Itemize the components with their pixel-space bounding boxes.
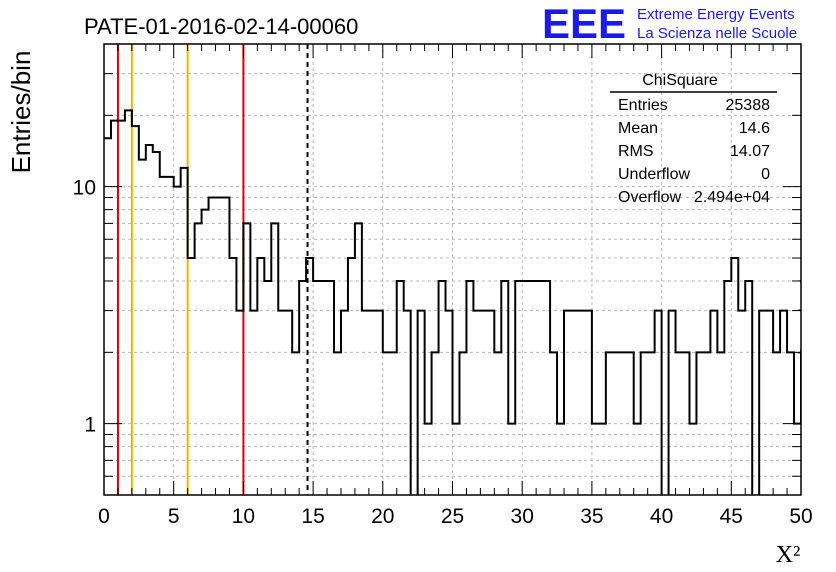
stats-label: Underflow	[618, 166, 690, 183]
tick-labels: 0 5 10 15 20 25 30 35 40 45 50 1 10	[73, 177, 813, 528]
x-tick-label: 40	[650, 505, 673, 528]
stats-label: Entries	[618, 97, 668, 114]
stats-value: 14.6	[739, 120, 770, 137]
histogram-line	[104, 109, 801, 495]
stats-value: 25388	[726, 97, 771, 114]
x-tick-label: 45	[720, 505, 743, 528]
stats-row: Underflow 0	[618, 166, 770, 183]
stats-box: ChiSquare Entries 25388 Mean 14.6 RMS 14…	[610, 72, 777, 206]
grid	[104, 44, 801, 495]
chart-title: PATE-01-2016-02-14-00060	[84, 14, 358, 39]
x-tick-label: 10	[232, 505, 255, 528]
logo-line1: Extreme Energy Events	[637, 6, 795, 23]
x-axis-label: X²	[776, 542, 801, 568]
x-tick-label: 5	[168, 505, 180, 528]
stats-title: ChiSquare	[642, 72, 718, 89]
stats-value: 2.494e+04	[694, 189, 770, 206]
y-axis-label: Entries/bin	[6, 51, 36, 174]
logo-line2: La Scienza nelle Scuole	[637, 25, 797, 42]
stats-row: Overflow 2.494e+04	[618, 189, 770, 206]
x-tick-label: 30	[511, 505, 534, 528]
logo-mark: EEE	[542, 0, 626, 47]
x-tick-label: 50	[789, 505, 812, 528]
y-tick-label: 10	[73, 177, 96, 200]
stats-value: 14.07	[730, 143, 770, 160]
x-tick-label: 0	[98, 505, 110, 528]
eee-logo: EEE Extreme Energy Events La Scienza nel…	[542, 0, 797, 47]
stats-row: Entries 25388	[618, 97, 770, 114]
stats-label: Overflow	[618, 189, 682, 206]
plot-frame	[103, 43, 802, 496]
histogram	[104, 109, 801, 495]
y-tick-label: 1	[84, 414, 96, 437]
stats-row: RMS 14.07	[618, 143, 770, 160]
stats-label: RMS	[618, 143, 654, 160]
x-tick-label: 35	[580, 505, 603, 528]
x-tick-label: 20	[371, 505, 394, 528]
x-tick-label: 25	[441, 505, 464, 528]
stats-row: Mean 14.6	[618, 120, 770, 137]
x-tick-label: 15	[301, 505, 324, 528]
stats-value: 0	[761, 166, 770, 183]
stats-label: Mean	[618, 120, 658, 137]
